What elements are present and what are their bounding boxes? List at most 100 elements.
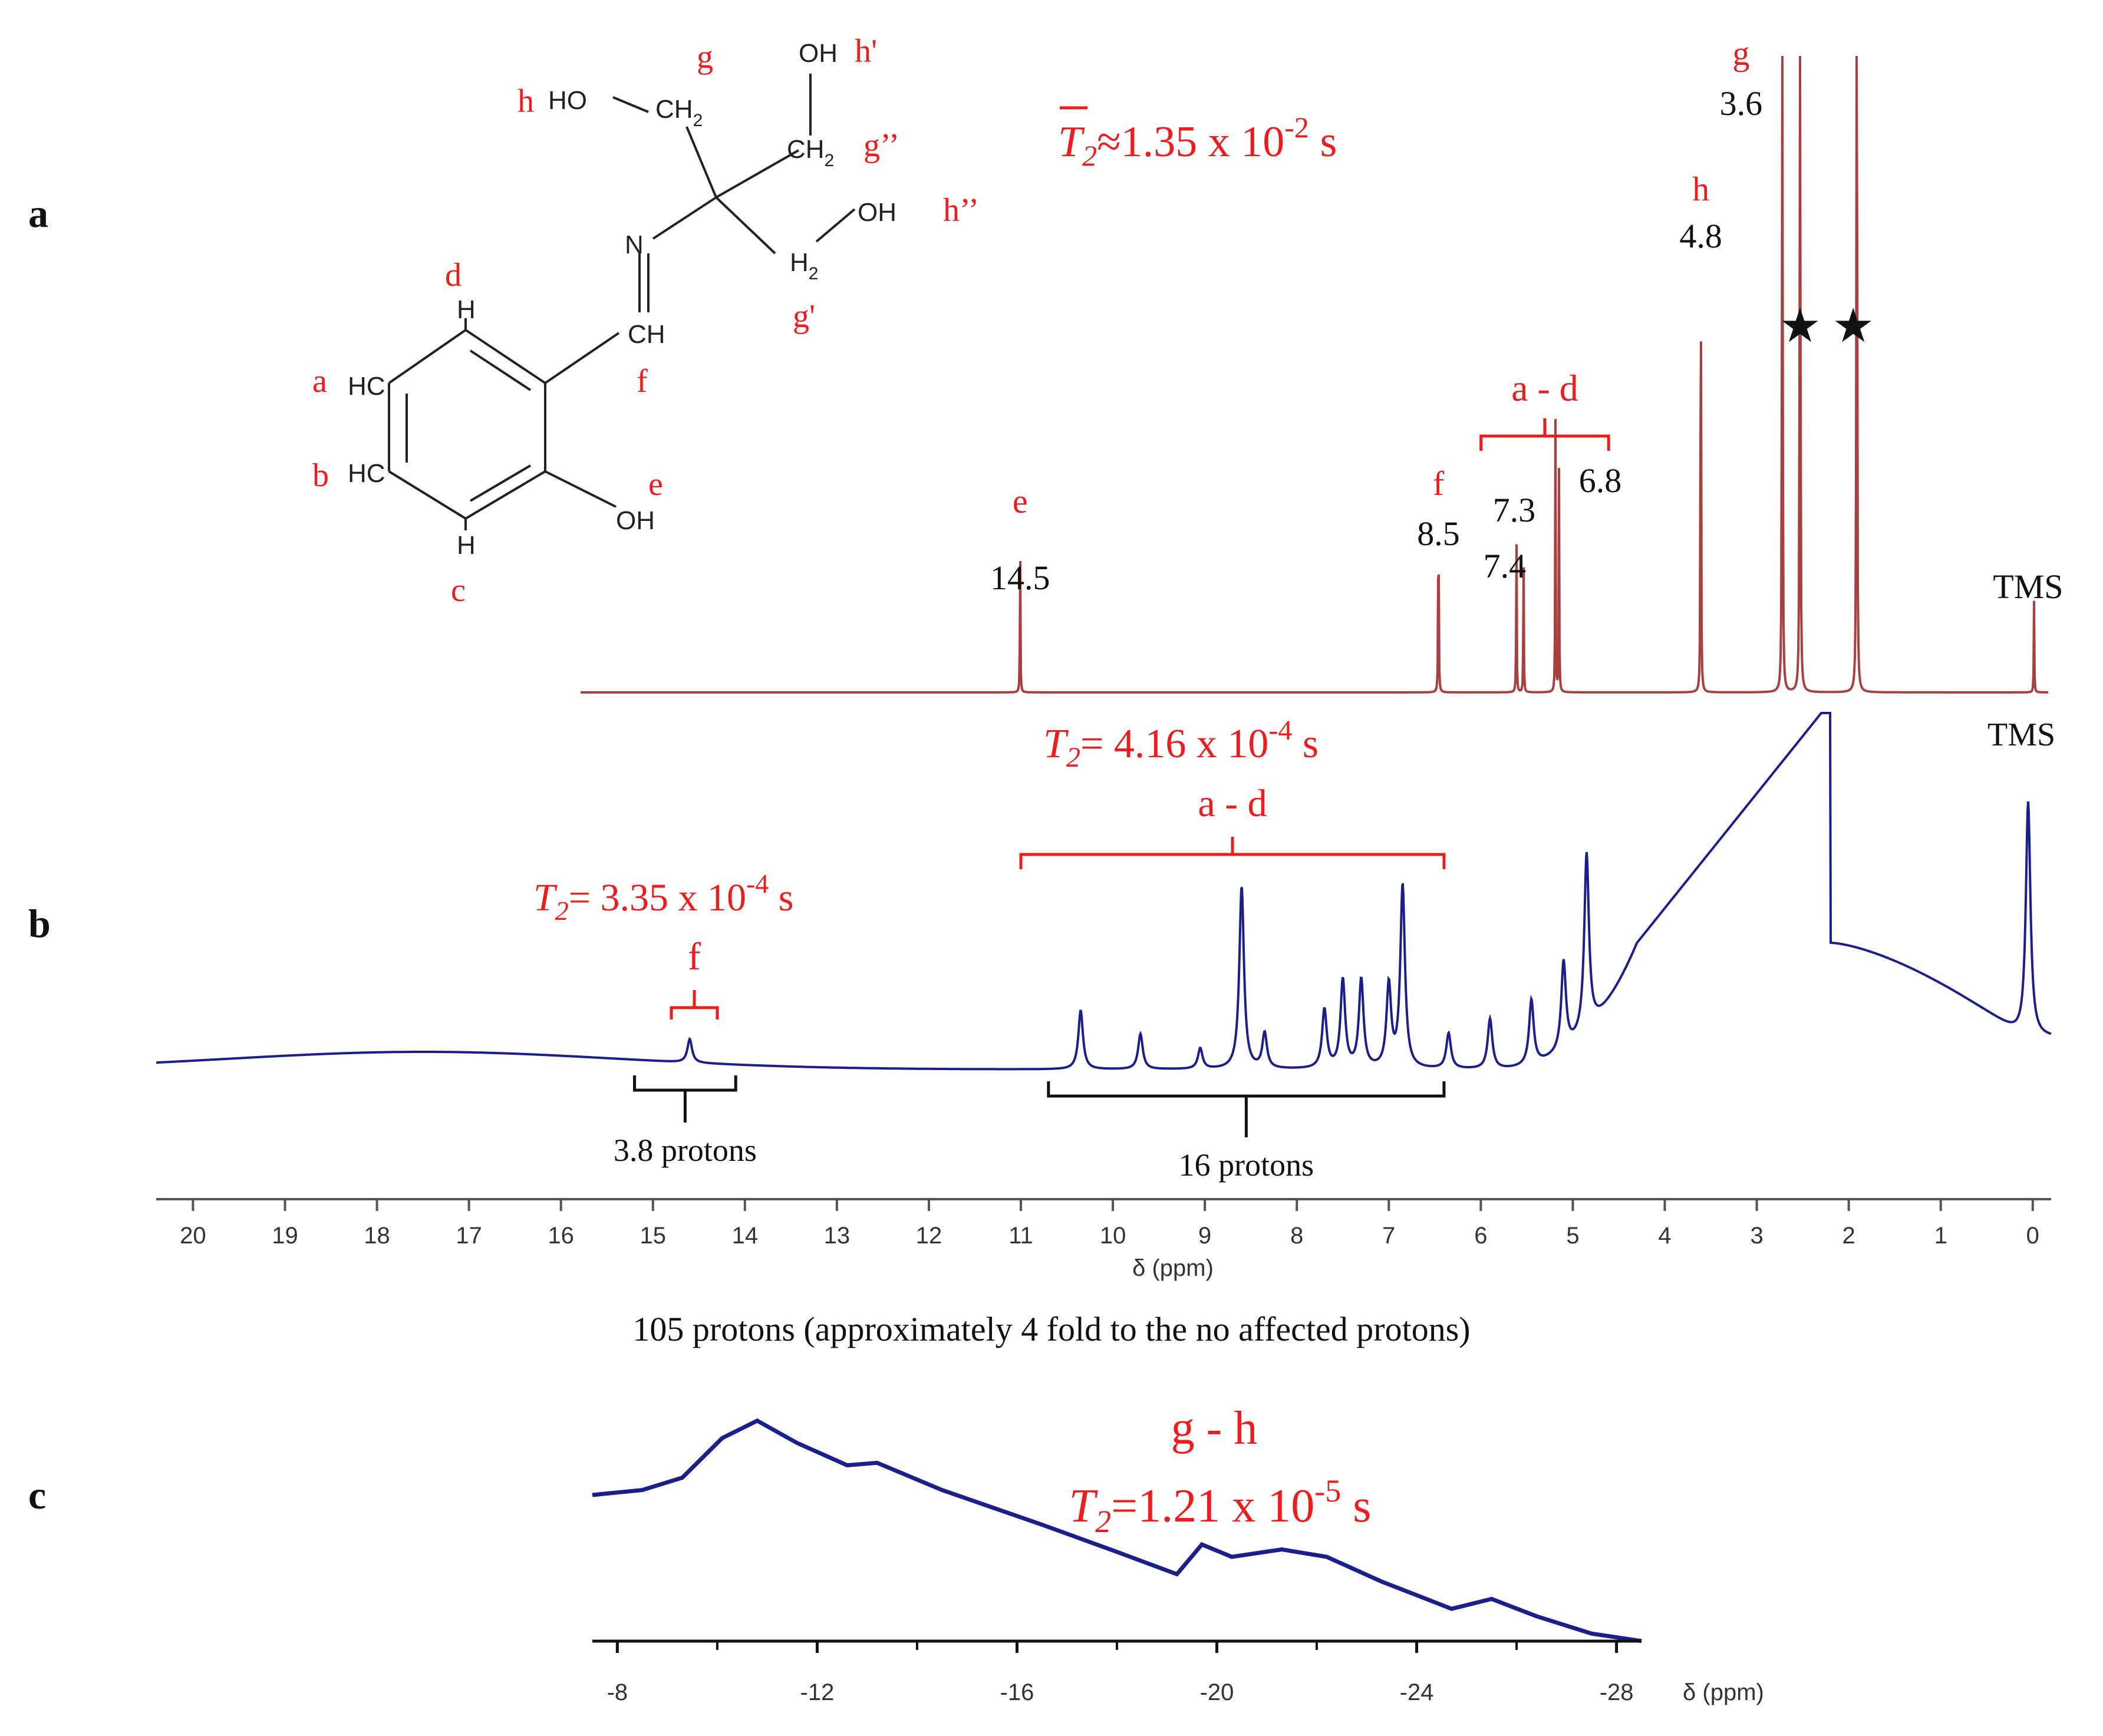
mol-label-d: d <box>445 257 462 293</box>
spectrum-b-t2-ad: T2= 4.16 x 10-4 s <box>1043 715 1319 773</box>
atom-oh-top: OH <box>799 39 838 68</box>
peak-a-value-2: 7.4 <box>1484 547 1527 585</box>
peak-a-value-1: 8.5 <box>1417 514 1460 553</box>
footnote: 105 protons (approximately 4 fold to the… <box>632 1310 1470 1348</box>
spectrum-c-group-label: g - h <box>1171 1402 1258 1454</box>
x-tick-label-c: -12 <box>800 1679 835 1705</box>
peak-a-value-5: 6.8 <box>1579 461 1622 500</box>
x-tick-label-b: 13 <box>824 1223 851 1249</box>
x-tick-label-b: 10 <box>1100 1223 1126 1249</box>
x-axis-c: -8 -12 -16 -20 -24 -28 δ (ppm) <box>592 1639 1764 1705</box>
peak-a-label-e: e <box>1013 482 1028 520</box>
atom-oh-phenol: OH <box>616 506 655 535</box>
spectrum-c-trace <box>592 1418 1642 1643</box>
spectrum-a-group-bracket: a - d <box>1479 367 1610 451</box>
atom-ring-h-top: H <box>457 295 476 324</box>
solvent-star-0: ★ <box>1779 301 1821 352</box>
group-label-f-b: f <box>688 935 701 978</box>
x-tick-label-b: 18 <box>364 1223 390 1249</box>
peak-a-label-f: f <box>1433 464 1445 503</box>
panel-label-b: b <box>28 901 51 946</box>
peak-a-value-0: 14.5 <box>990 559 1050 597</box>
atom-hc-b: HC <box>348 459 385 488</box>
x-axis-title-b: δ (ppm) <box>1132 1255 1214 1281</box>
bracket-f-b <box>670 990 719 1019</box>
x-tick-label-b: 15 <box>640 1223 667 1249</box>
x-tick-label-b: 4 <box>1658 1223 1671 1249</box>
peak-a-value-7: 3.6 <box>1720 84 1763 123</box>
atom-h2-bottom: H2 <box>790 248 818 283</box>
x-tick-label-b: 2 <box>1842 1223 1855 1249</box>
x-tick-label-b: 11 <box>1008 1223 1033 1249</box>
bracket-ad-b <box>1019 837 1446 869</box>
atom-ch2-right: CH2 <box>787 135 834 170</box>
atom-hc-a: HC <box>348 372 385 401</box>
mol-label-f: f <box>637 363 648 400</box>
atom-n: N <box>625 230 644 259</box>
bracket-protons-1 <box>633 1075 737 1123</box>
group-label-a: a - d <box>1511 367 1578 409</box>
mol-label-a: a <box>312 363 327 400</box>
t2-symbol: T <box>1058 118 1085 166</box>
spectrum-c: g - h T2=1.21 x 10-5 s -8 -12 -16 -20 -24 -28… <box>592 1402 1764 1705</box>
spectrum-c-t2: T2=1.21 x 10-5 s <box>1069 1473 1372 1539</box>
molecule-labels: h g h' g’’ h’’ g' d a b c f e <box>312 33 979 609</box>
spectrum-b: T2= 4.16 x 10-4 s T2= 3.35 x 10-4 s a - … <box>156 712 2055 1348</box>
molecule-structure: HO CH2 OH CH2 OH H2 N CH H HC HC H OH h … <box>312 33 979 609</box>
atom-ho-left: HO <box>548 86 587 115</box>
x-tick-label-c: -20 <box>1200 1679 1234 1705</box>
molecule-bonds <box>388 74 856 530</box>
x-tick-label-b: 19 <box>272 1223 298 1249</box>
bracket-protons-2 <box>1047 1081 1446 1137</box>
mol-label-h: h <box>517 83 534 120</box>
x-tick-label-c: -8 <box>607 1679 628 1705</box>
x-tick-label-b: 17 <box>456 1223 482 1249</box>
mol-label-g-double-prime: g’’ <box>863 127 899 164</box>
x-axis-title-c: δ (ppm) <box>1683 1679 1764 1705</box>
mol-label-h-prime: h' <box>855 33 877 70</box>
atom-imine-ch: CH <box>628 320 665 349</box>
spectrum-b-trace <box>156 712 2052 1071</box>
x-tick-label-c: -24 <box>1400 1679 1434 1705</box>
spectrum-a-t2-title: T2≈1.35 x 10-2 s <box>1058 111 1337 172</box>
spectrum-a-trace <box>581 55 2048 694</box>
atom-oh-right: OH <box>858 198 896 227</box>
x-tick-label-b: 12 <box>916 1223 942 1249</box>
protons-1-label: 3.8 protons <box>614 1133 757 1168</box>
x-tick-label-b: 3 <box>1750 1223 1763 1249</box>
spectrum-b-tms: TMS <box>1987 717 2055 753</box>
peak-a-value-6: 4.8 <box>1679 217 1722 255</box>
spectrum-b-brackets: a - d f 3.8 protons 16 protons <box>614 782 1446 1183</box>
x-tick-label-b: 7 <box>1382 1223 1395 1249</box>
protons-2-label: 16 protons <box>1179 1147 1314 1183</box>
x-tick-label-b: 20 <box>180 1223 206 1249</box>
x-tick-label-b: 5 <box>1566 1223 1579 1249</box>
mol-label-c: c <box>451 572 466 609</box>
molecule-atoms: HO CH2 OH CH2 OH H2 N CH H HC HC H OH <box>348 39 896 560</box>
atom-ring-h-bottom: H <box>457 531 476 560</box>
peak-a-label-g: g <box>1732 34 1749 72</box>
mol-label-h-double-prime: h’’ <box>943 192 979 229</box>
spectrum-a: T2≈1.35 x 10-2 s e 14.5 f 8.5 7.4 7.3 6.8 h 4.8 g… <box>581 34 2064 694</box>
mol-label-e: e <box>648 466 663 503</box>
x-tick-label-b: 9 <box>1198 1223 1211 1249</box>
x-axis-b: 20 19 18 17 16 15 14 13 12 11 10 9 8 7 6 5 4 3 2 1 0δ (ppm) <box>156 1198 2051 1281</box>
atom-ch2-top: CH2 <box>655 95 703 130</box>
x-tick-label-c: -28 <box>1600 1679 1634 1705</box>
peak-a-label-h: h <box>1692 170 1709 208</box>
spectrum-b-t2-f: T2= 3.35 x 10-4 s <box>533 869 793 926</box>
group-label-ad-b: a - d <box>1198 782 1267 825</box>
group-bracket-a <box>1479 418 1610 451</box>
peak-a-value-10: TMS <box>1993 567 2063 606</box>
panel-label-a: a <box>28 191 48 236</box>
spectrum-a-peak-labels: e 14.5 f 8.5 7.4 7.3 6.8 h 4.8 g 3.6 TMS ★ ★ <box>990 34 2064 606</box>
peak-a-value-4: 7.3 <box>1493 491 1536 529</box>
mol-label-g: g <box>697 39 713 75</box>
x-tick-label-b: 16 <box>548 1223 574 1249</box>
x-tick-label-b: 14 <box>732 1223 759 1249</box>
x-tick-label-b: 0 <box>2026 1223 2039 1249</box>
solvent-star-1: ★ <box>1832 301 1874 352</box>
mol-label-g-prime: g' <box>793 298 815 335</box>
mol-label-b: b <box>312 457 329 494</box>
